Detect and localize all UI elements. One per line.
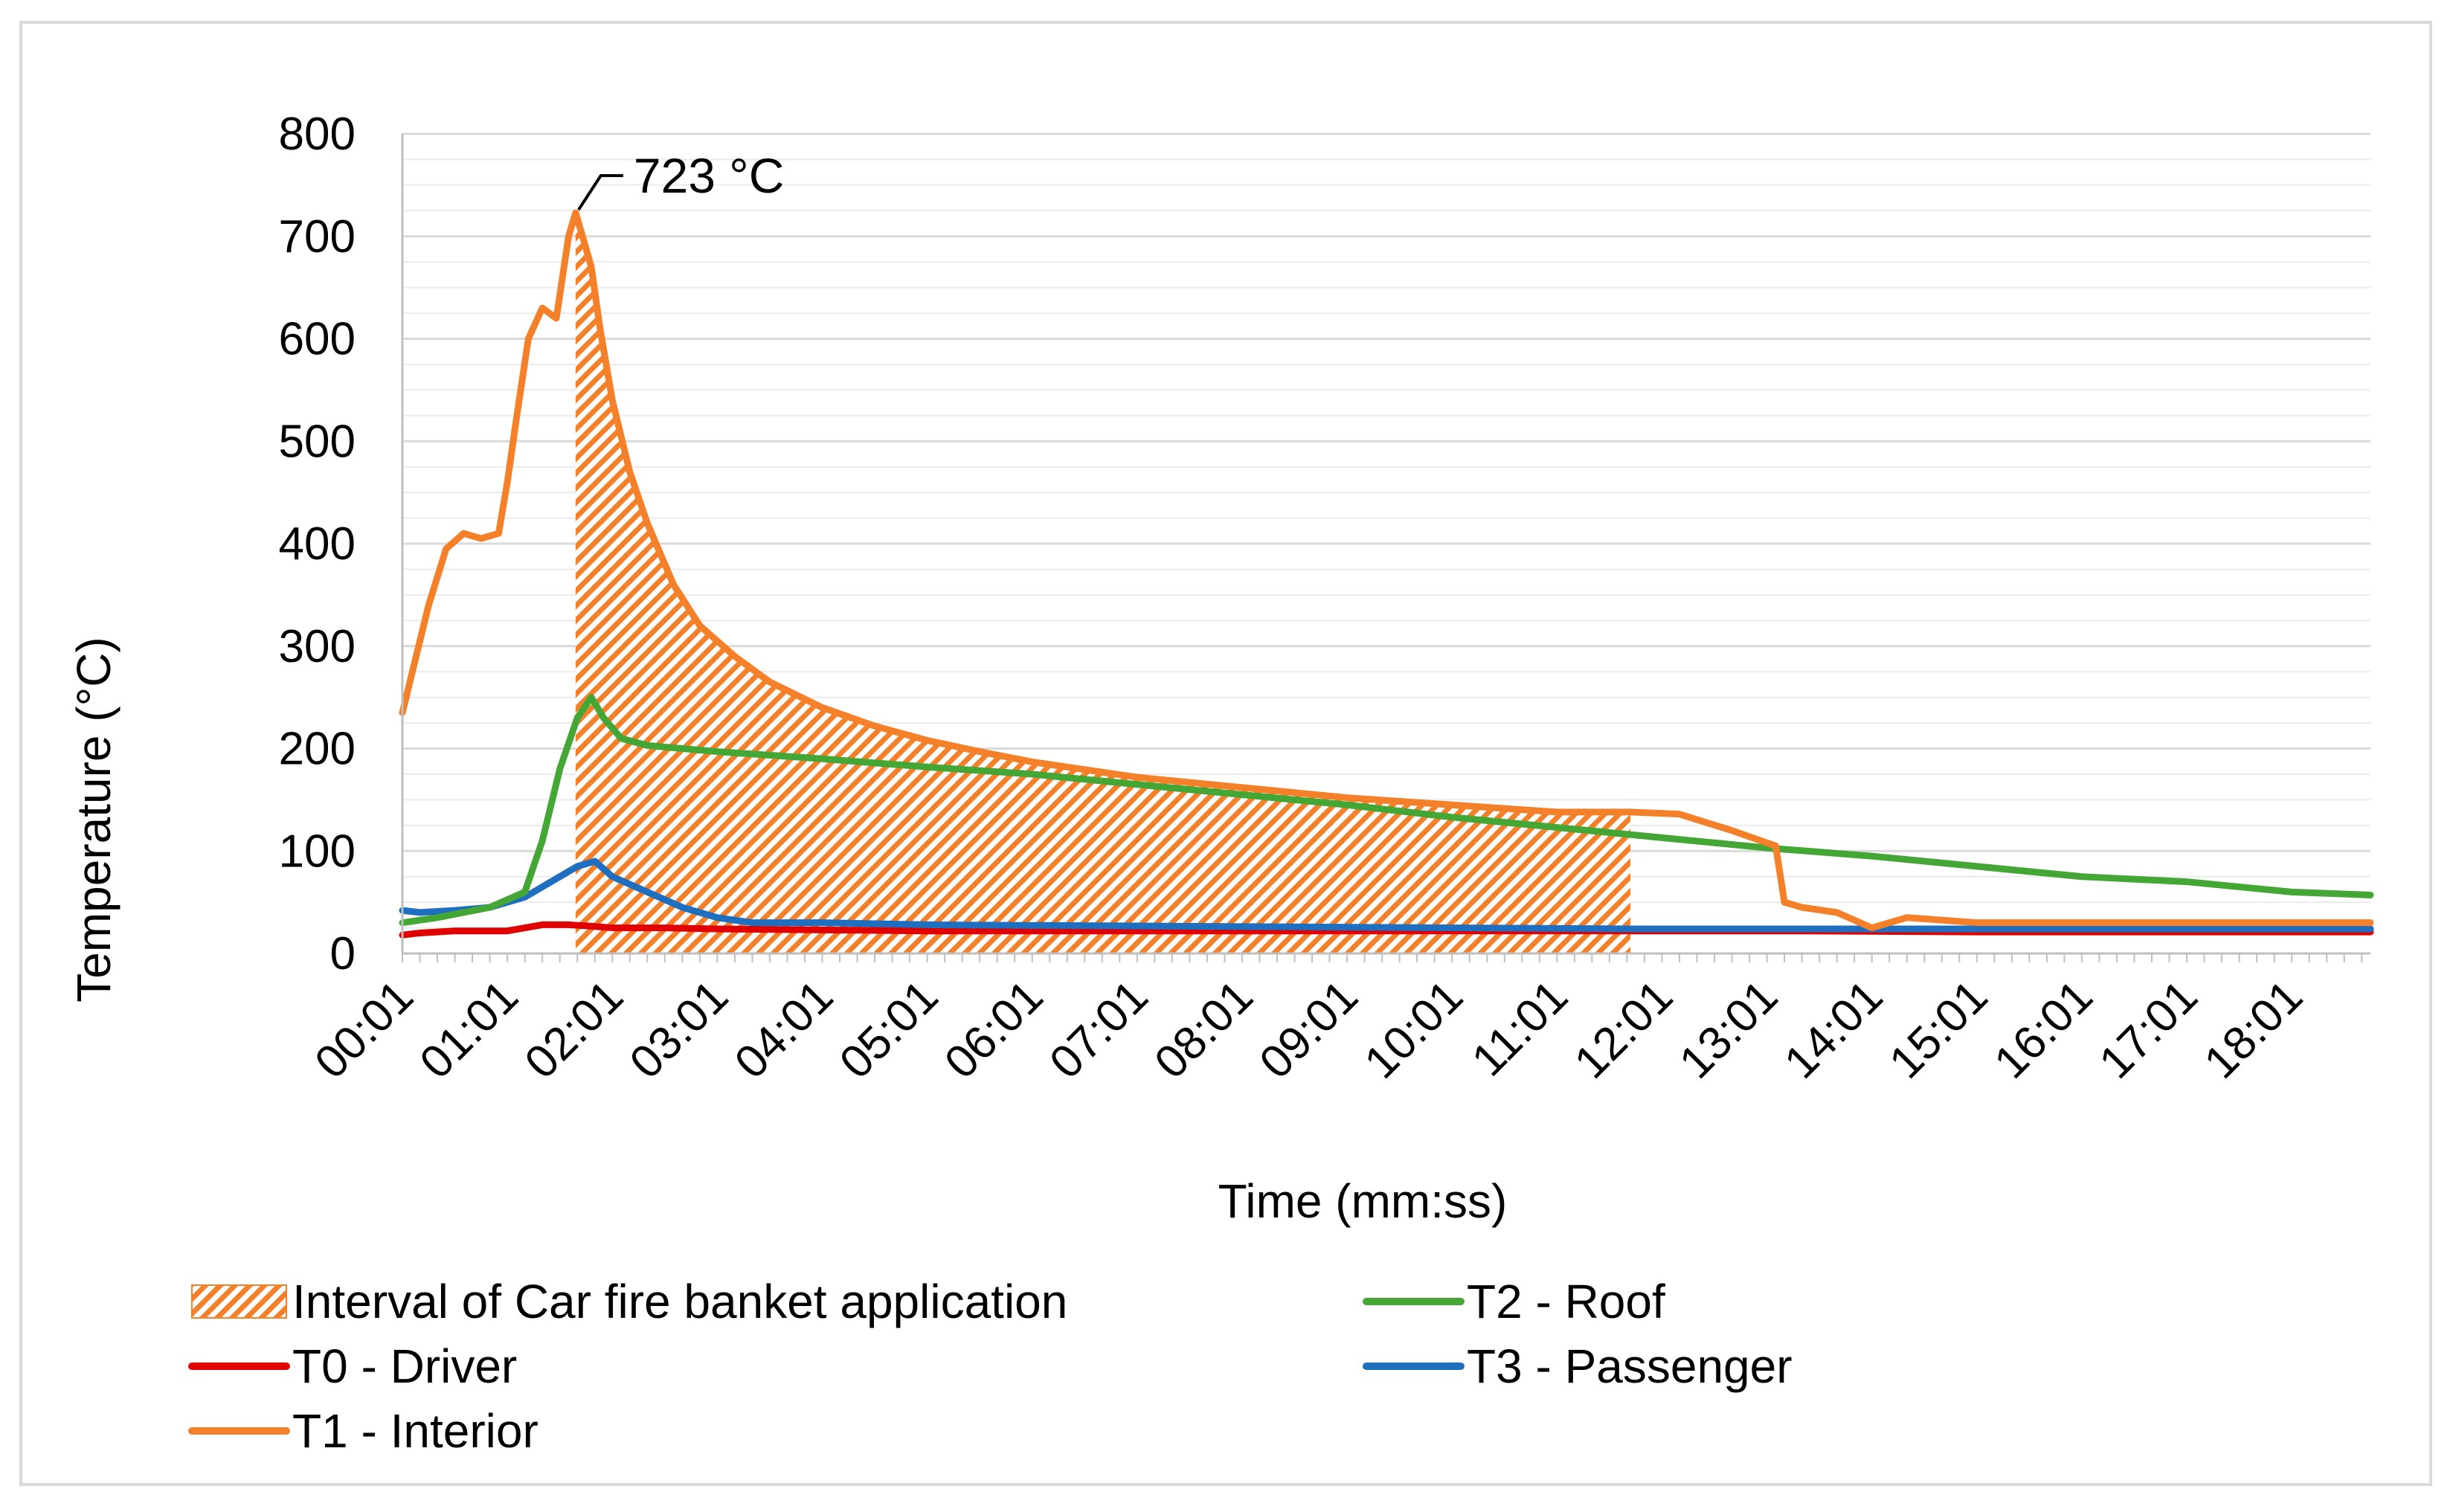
y-tick-label: 300	[279, 621, 356, 672]
y-axis-title: Temperature (°C)	[67, 637, 120, 1003]
series-line-t2	[399, 694, 2374, 927]
legend-label: Interval of Car fire banket application	[292, 1275, 1067, 1328]
x-tick-label: 14:01	[1775, 971, 1893, 1089]
legend-label: T2 - Roof	[1467, 1275, 1665, 1328]
y-tick-label: 0	[330, 928, 356, 979]
x-tick-label: 09:01	[1250, 971, 1368, 1089]
y-tick-label: 200	[279, 724, 356, 775]
legend: Interval of Car fire banket application T…	[188, 1275, 1793, 1458]
x-tick-label: 03:01	[620, 971, 739, 1089]
x-tick-label: 08:01	[1145, 971, 1263, 1089]
y-tick-label: 500	[279, 416, 356, 467]
x-tick-label: 15:01	[1880, 971, 1998, 1089]
y-tick-label: 800	[279, 109, 356, 160]
x-tick-label: 07:01	[1040, 971, 1158, 1089]
peak-annotation: 723 °C	[577, 148, 785, 211]
legend-label: T0 - Driver	[292, 1339, 517, 1393]
x-tick-label: 17:01	[2089, 971, 2208, 1089]
x-tick-label: 12:01	[1565, 971, 1683, 1089]
x-tick-label: 04:01	[725, 971, 843, 1089]
x-tick-label: 10:01	[1355, 971, 1473, 1089]
legend-swatch-interval	[191, 1284, 287, 1319]
interval-hatched-area	[575, 213, 1631, 953]
x-tick-label: 02:01	[515, 971, 634, 1089]
x-tick-label: 06:01	[935, 971, 1053, 1089]
x-tick-label: 16:01	[1984, 971, 2103, 1089]
y-tick-label: 400	[279, 518, 356, 570]
annotation-label: 723 °C	[634, 148, 785, 203]
interval-area	[575, 213, 1631, 953]
x-tick-label: 13:01	[1670, 971, 1788, 1089]
y-tick-label: 600	[279, 314, 356, 365]
x-tick-label: 18:01	[2195, 971, 2313, 1089]
x-tick-label: 11:01	[1462, 971, 1578, 1086]
x-tick-label: 05:01	[830, 971, 948, 1089]
y-tick-label: 100	[279, 826, 356, 877]
legend-label: T3 - Passenger	[1467, 1339, 1793, 1393]
y-tick-label: 700	[279, 211, 356, 263]
chart-frame	[19, 21, 2432, 1486]
annotation-leader-line	[577, 174, 623, 211]
series-line-t1	[399, 209, 2374, 932]
x-tick-label: 00:01	[305, 971, 423, 1089]
series-lines	[399, 209, 2374, 939]
x-axis-title: Time (mm:ss)	[1218, 1174, 1508, 1228]
legend-label: T1 - Interior	[292, 1404, 539, 1458]
x-tick-label: 01:01	[411, 971, 529, 1089]
